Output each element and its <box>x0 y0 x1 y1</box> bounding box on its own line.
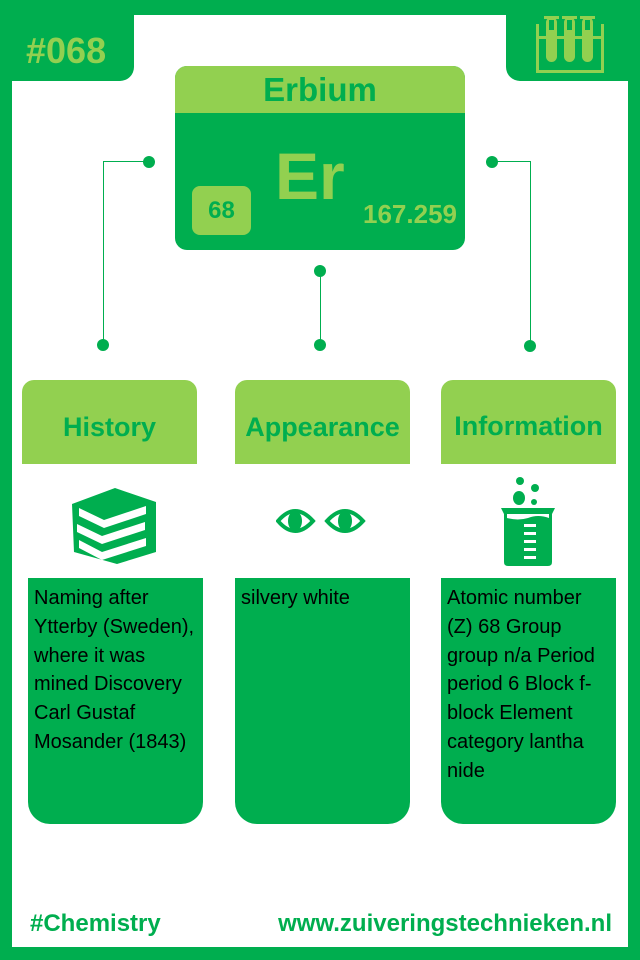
connector-line <box>320 270 321 345</box>
beaker-icon <box>501 477 555 566</box>
connector-dot <box>143 156 155 168</box>
website-link[interactable]: www.zuiveringstechnieken.nl <box>278 910 612 937</box>
eyes-icon <box>276 509 366 533</box>
connector-line <box>103 161 104 345</box>
number-tab: #068 <box>0 0 134 81</box>
connector-dot <box>486 156 498 168</box>
appearance-text-box: silvery white <box>235 578 410 824</box>
history-heading: History <box>22 380 197 464</box>
information-text-box: Atomic number (Z) 68 Group group n/a Per… <box>441 578 616 824</box>
books-icon <box>72 488 156 564</box>
element-card: Erbium Er 68 167.259 <box>175 66 465 250</box>
logo-tab <box>506 0 640 81</box>
connector-line <box>103 161 147 162</box>
history-text-box: Naming after Ytterby (Sweden), where it … <box>28 578 203 824</box>
element-name: Erbium <box>175 66 465 113</box>
element-number-tag: #068 <box>26 30 107 71</box>
element-symbol: Er <box>275 139 345 213</box>
test-tubes-icon <box>536 16 604 73</box>
connector-line <box>492 161 530 162</box>
atomic-number: 68 <box>192 186 251 235</box>
appearance-heading: Appearance <box>235 380 410 464</box>
connector-dot <box>524 340 536 352</box>
connector-dot <box>314 339 326 351</box>
connector-line <box>530 161 531 346</box>
information-heading: Information <box>441 380 616 464</box>
connector-dot <box>97 339 109 351</box>
hashtag: #Chemistry <box>30 910 161 937</box>
atomic-mass: 167.259 <box>363 199 457 229</box>
